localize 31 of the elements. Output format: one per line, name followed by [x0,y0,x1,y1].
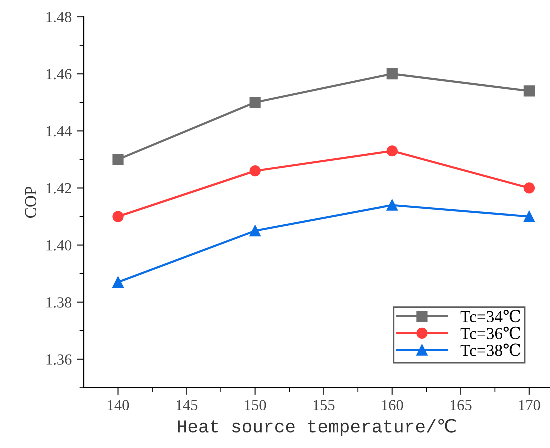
y-axis-title: COP [25,186,37,218]
x-tick-label: 160 [382,400,404,411]
point [112,276,124,288]
x-tick-label: 145 [176,400,198,411]
point [112,211,124,222]
x-tick-label: 170 [519,400,540,411]
y-tick-label: 1.44 [46,126,72,137]
point [524,182,535,194]
point [524,211,535,222]
y-tick-label: 1.40 [46,240,72,251]
point [250,225,261,237]
x-tick-label: 165 [450,400,472,411]
y-tick-label: 1.48 [46,12,72,23]
point [386,68,398,80]
point [112,154,124,166]
legend-label: Tc=34℃ [460,310,521,323]
y-tick-label: 1.36 [46,354,72,365]
x-tick-label: 155 [314,400,335,411]
legend-label: Tc=36℃ [460,326,521,340]
point [386,146,398,157]
y-tick-label: 1.46 [46,69,72,80]
x-axis-title: Heat source temperature/℃ [178,419,456,436]
y-tick-label: 1.42 [46,183,72,194]
point [250,166,261,177]
x-tick-label: 140 [108,400,130,411]
y-tick-label: 1.38 [46,298,72,308]
x-tick-label: 150 [245,400,266,411]
point [386,200,398,211]
point [524,86,535,97]
legend-label: Tc=38℃ [460,344,521,356]
point [250,97,261,108]
